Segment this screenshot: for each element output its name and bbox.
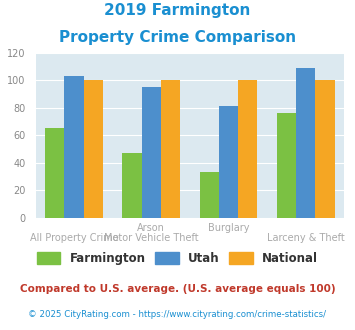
Bar — [122, 153, 142, 218]
Bar — [142, 87, 161, 218]
Text: Motor Vehicle Theft: Motor Vehicle Theft — [104, 233, 199, 243]
Bar — [315, 80, 335, 218]
Text: Burglary: Burglary — [208, 223, 249, 233]
Bar — [296, 68, 315, 218]
Text: Property Crime Comparison: Property Crime Comparison — [59, 30, 296, 45]
Text: Larceny & Theft: Larceny & Theft — [267, 233, 345, 243]
Text: 2019 Farmington: 2019 Farmington — [104, 3, 251, 18]
Bar — [65, 76, 84, 218]
Text: © 2025 CityRating.com - https://www.cityrating.com/crime-statistics/: © 2025 CityRating.com - https://www.city… — [28, 310, 327, 319]
Text: Compared to U.S. average. (U.S. average equals 100): Compared to U.S. average. (U.S. average … — [20, 284, 335, 294]
Bar — [238, 80, 257, 218]
Legend: Farmington, Utah, National: Farmington, Utah, National — [32, 247, 323, 269]
Bar — [219, 106, 238, 218]
Bar — [161, 80, 180, 218]
Bar — [45, 128, 65, 218]
Bar — [200, 172, 219, 218]
Text: All Property Crime: All Property Crime — [30, 233, 119, 243]
Text: Arson: Arson — [137, 223, 165, 233]
Bar — [277, 113, 296, 218]
Bar — [84, 80, 103, 218]
